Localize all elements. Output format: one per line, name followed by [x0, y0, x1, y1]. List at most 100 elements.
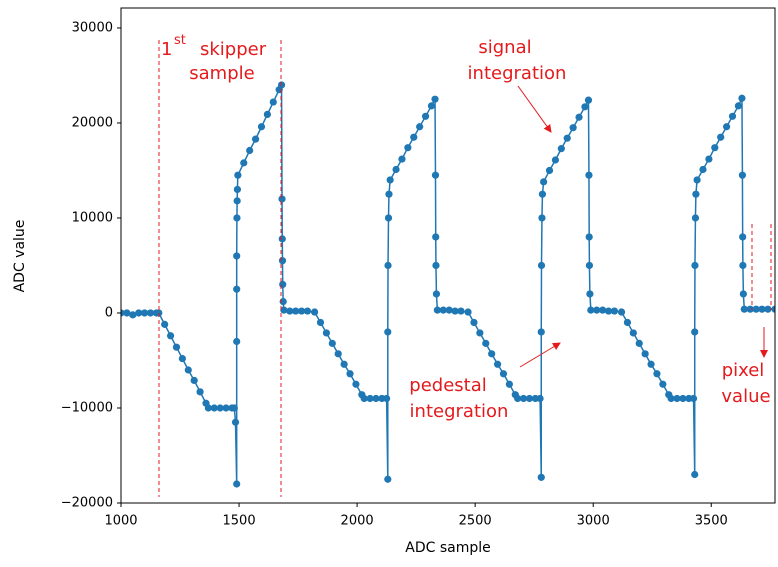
data-point [386, 176, 394, 184]
data-point [278, 195, 286, 203]
data-point [334, 350, 342, 358]
data-point [316, 318, 325, 327]
data-point [739, 261, 747, 270]
data-point [384, 475, 392, 483]
data-point [233, 214, 241, 222]
data-point [384, 261, 392, 270]
data-point [540, 178, 548, 186]
data-point [372, 394, 380, 403]
y-tick-label: 10000 [72, 210, 113, 225]
data-point [563, 134, 571, 142]
data-point [693, 176, 701, 184]
data-point [230, 404, 238, 412]
plot-area [121, 81, 775, 488]
data-point [328, 339, 336, 347]
data-point [178, 354, 186, 363]
data-point [233, 285, 241, 293]
x-tick-label: 1000 [104, 514, 137, 529]
data-point [121, 309, 125, 317]
data-point [699, 165, 707, 174]
data-point [585, 233, 593, 241]
data-point [610, 307, 619, 315]
annotation: integration [410, 401, 509, 422]
data-point [298, 307, 306, 315]
data-point [604, 307, 613, 315]
data-point [404, 144, 412, 152]
y-tick-label: −20000 [61, 496, 113, 511]
data-point [234, 171, 242, 179]
data-point [717, 133, 725, 141]
data-point [691, 214, 700, 222]
data-point [233, 480, 241, 488]
data-point [728, 112, 737, 120]
data-point [599, 306, 607, 314]
data-point [141, 309, 149, 317]
data-point [421, 112, 430, 120]
data-point [184, 366, 192, 374]
series-line [121, 84, 775, 485]
data-point [196, 388, 204, 396]
data-point [278, 257, 287, 265]
data-point [216, 404, 224, 412]
data-point [431, 171, 440, 179]
data-point [352, 380, 360, 388]
data-point [190, 376, 198, 385]
data-point [493, 360, 502, 368]
data-point [647, 360, 655, 368]
data-point [499, 370, 508, 378]
data-point [432, 261, 440, 270]
data-point [536, 394, 544, 403]
data-point [280, 306, 288, 314]
annotation: st [174, 33, 186, 48]
data-point [691, 261, 699, 270]
data-point [659, 380, 667, 388]
data-point [711, 144, 719, 152]
data-point [210, 404, 218, 412]
data-point [752, 305, 760, 313]
annotation: skipper [200, 39, 267, 60]
data-point [679, 394, 687, 403]
data-point [584, 96, 593, 104]
data-point [739, 290, 747, 298]
data-point [263, 110, 271, 119]
data-point [581, 103, 589, 111]
data-point [569, 124, 577, 132]
data-point [575, 113, 583, 121]
data-point [557, 145, 565, 153]
data-point [537, 328, 545, 336]
data-point [166, 332, 175, 340]
data-point [457, 307, 465, 315]
data-point [739, 233, 747, 241]
data-point [278, 235, 286, 243]
data-point [172, 343, 181, 351]
data-point [445, 306, 453, 314]
y-tick-label: 20000 [72, 115, 113, 130]
data-point [771, 305, 775, 313]
annotation: pixel [722, 360, 765, 381]
data-point [505, 380, 513, 388]
data-point [246, 146, 254, 155]
data-point [738, 94, 746, 102]
x-tick-label: 3000 [577, 514, 610, 529]
data-point [629, 329, 637, 337]
annotation-arrow [519, 342, 561, 368]
data-point [385, 190, 393, 198]
data-point [691, 470, 699, 479]
data-point [538, 190, 547, 198]
x-tick-label: 2500 [459, 514, 492, 529]
data-point [432, 233, 440, 241]
data-point [431, 95, 439, 103]
annotations: 1 st skipper sample signal integration p… [158, 33, 772, 497]
axes-frame [120, 7, 776, 504]
data-point [233, 337, 241, 346]
data-point [653, 370, 661, 378]
data-point [222, 404, 230, 412]
data-point [240, 159, 248, 167]
data-point [303, 307, 312, 315]
data-point [764, 305, 772, 313]
data-point [525, 394, 534, 403]
data-point [738, 171, 747, 179]
data-point [758, 305, 766, 313]
data-point [537, 261, 546, 270]
data-point [135, 309, 143, 317]
